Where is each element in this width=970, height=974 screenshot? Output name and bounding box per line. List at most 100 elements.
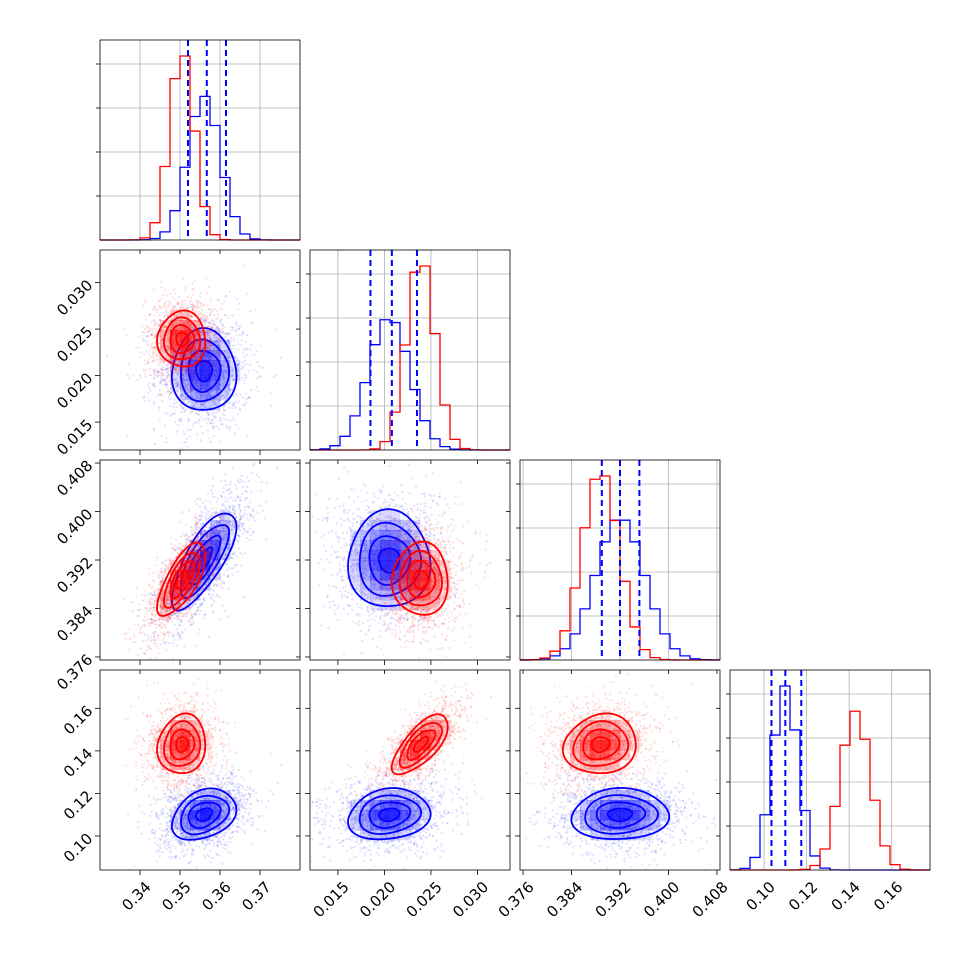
scatter-point — [169, 394, 171, 396]
scatter-point — [188, 390, 190, 392]
scatter-point — [164, 315, 166, 317]
scatter-point — [144, 301, 146, 303]
scatter-point — [143, 397, 145, 399]
scatter-point — [208, 413, 210, 415]
scatter-point — [275, 329, 277, 331]
scatter-point — [218, 428, 220, 430]
scatter-point — [170, 391, 172, 393]
scatter-point — [176, 406, 178, 408]
scatter-point — [183, 645, 185, 647]
scatter-point — [225, 563, 227, 565]
scatter-point — [153, 315, 155, 317]
scatter-point — [201, 602, 203, 604]
scatter-point — [140, 376, 142, 378]
scatter-point — [219, 441, 221, 443]
scatter-point — [185, 606, 187, 608]
scatter-point — [250, 534, 252, 536]
scatter-point — [152, 356, 154, 358]
scatter-point — [203, 598, 205, 600]
scatter-point — [123, 328, 125, 330]
scatter-point — [242, 404, 244, 406]
scatter-point — [229, 402, 231, 404]
scatter-point — [172, 547, 174, 549]
scatter-point — [237, 349, 239, 351]
scatter-point — [174, 292, 176, 294]
scatter-point — [262, 510, 264, 512]
scatter-point — [147, 340, 149, 342]
scatter-point — [233, 532, 235, 534]
scatter-point — [160, 377, 162, 379]
scatter-point — [200, 610, 202, 612]
scatter-point — [171, 621, 173, 623]
scatter-point — [225, 484, 227, 486]
scatter-point — [200, 361, 202, 363]
scatter-point — [205, 326, 207, 328]
scatter-point — [248, 519, 250, 521]
scatter-point — [244, 404, 246, 406]
scatter-point — [128, 362, 130, 364]
scatter-point — [220, 514, 222, 516]
hist-panel-4 — [726, 670, 930, 870]
scatter-point — [147, 331, 149, 333]
scatter-point — [216, 333, 218, 335]
scatter-point — [240, 344, 242, 346]
scatter-point — [202, 502, 204, 504]
scatter-point — [223, 354, 225, 356]
scatter-point — [256, 371, 258, 373]
scatter-point — [254, 463, 256, 465]
scatter-point — [246, 348, 248, 350]
scatter-point — [194, 529, 196, 531]
scatter-point — [212, 369, 214, 371]
scatter-point — [210, 606, 212, 608]
scatter-point — [181, 638, 183, 640]
scatter-point — [221, 323, 223, 325]
scatter-point — [236, 335, 238, 337]
scatter-point — [256, 473, 258, 475]
scatter-point — [220, 318, 222, 320]
scatter-point — [171, 387, 173, 389]
scatter-point — [155, 657, 157, 659]
scatter-point — [205, 512, 207, 514]
scatter-point — [232, 508, 234, 510]
scatter-point — [249, 527, 251, 529]
scatter-point — [223, 414, 225, 416]
scatter-point — [167, 294, 169, 296]
scatter-point — [232, 395, 234, 397]
scatter-point — [154, 373, 156, 375]
scatter-point — [240, 480, 242, 482]
scatter-point — [244, 528, 246, 530]
scatter-point — [234, 348, 236, 350]
scatter-point — [188, 510, 190, 512]
scatter-point — [160, 368, 162, 370]
scatter-point — [252, 464, 254, 466]
scatter-point — [191, 533, 193, 535]
scatter-point — [240, 339, 242, 341]
scatter-point — [258, 365, 260, 367]
scatter-point — [212, 531, 214, 533]
scatter-point — [219, 596, 221, 598]
scatter-point — [181, 407, 183, 409]
scatter-point — [128, 649, 130, 651]
scatter-point — [183, 441, 185, 443]
scatter-point — [173, 406, 175, 408]
scatter-point — [208, 571, 210, 573]
scatter-point — [133, 635, 135, 637]
scatter-point — [189, 372, 191, 374]
scatter-point — [253, 515, 255, 517]
scatter-point — [234, 432, 236, 434]
scatter-point — [207, 362, 209, 364]
scatter-point — [178, 371, 180, 373]
scatter-point — [206, 317, 208, 319]
scatter-point — [180, 447, 182, 449]
scatter-point — [191, 376, 193, 378]
scatter-point — [161, 281, 163, 283]
scatter-point — [134, 641, 136, 643]
scatter-point — [228, 331, 230, 333]
scatter-point — [141, 335, 143, 337]
scatter-point — [280, 357, 282, 359]
scatter-point — [156, 371, 158, 373]
scatter-point — [238, 400, 240, 402]
scatter-point — [198, 311, 200, 313]
scatter-point — [137, 379, 139, 381]
scatter-point — [217, 593, 219, 595]
